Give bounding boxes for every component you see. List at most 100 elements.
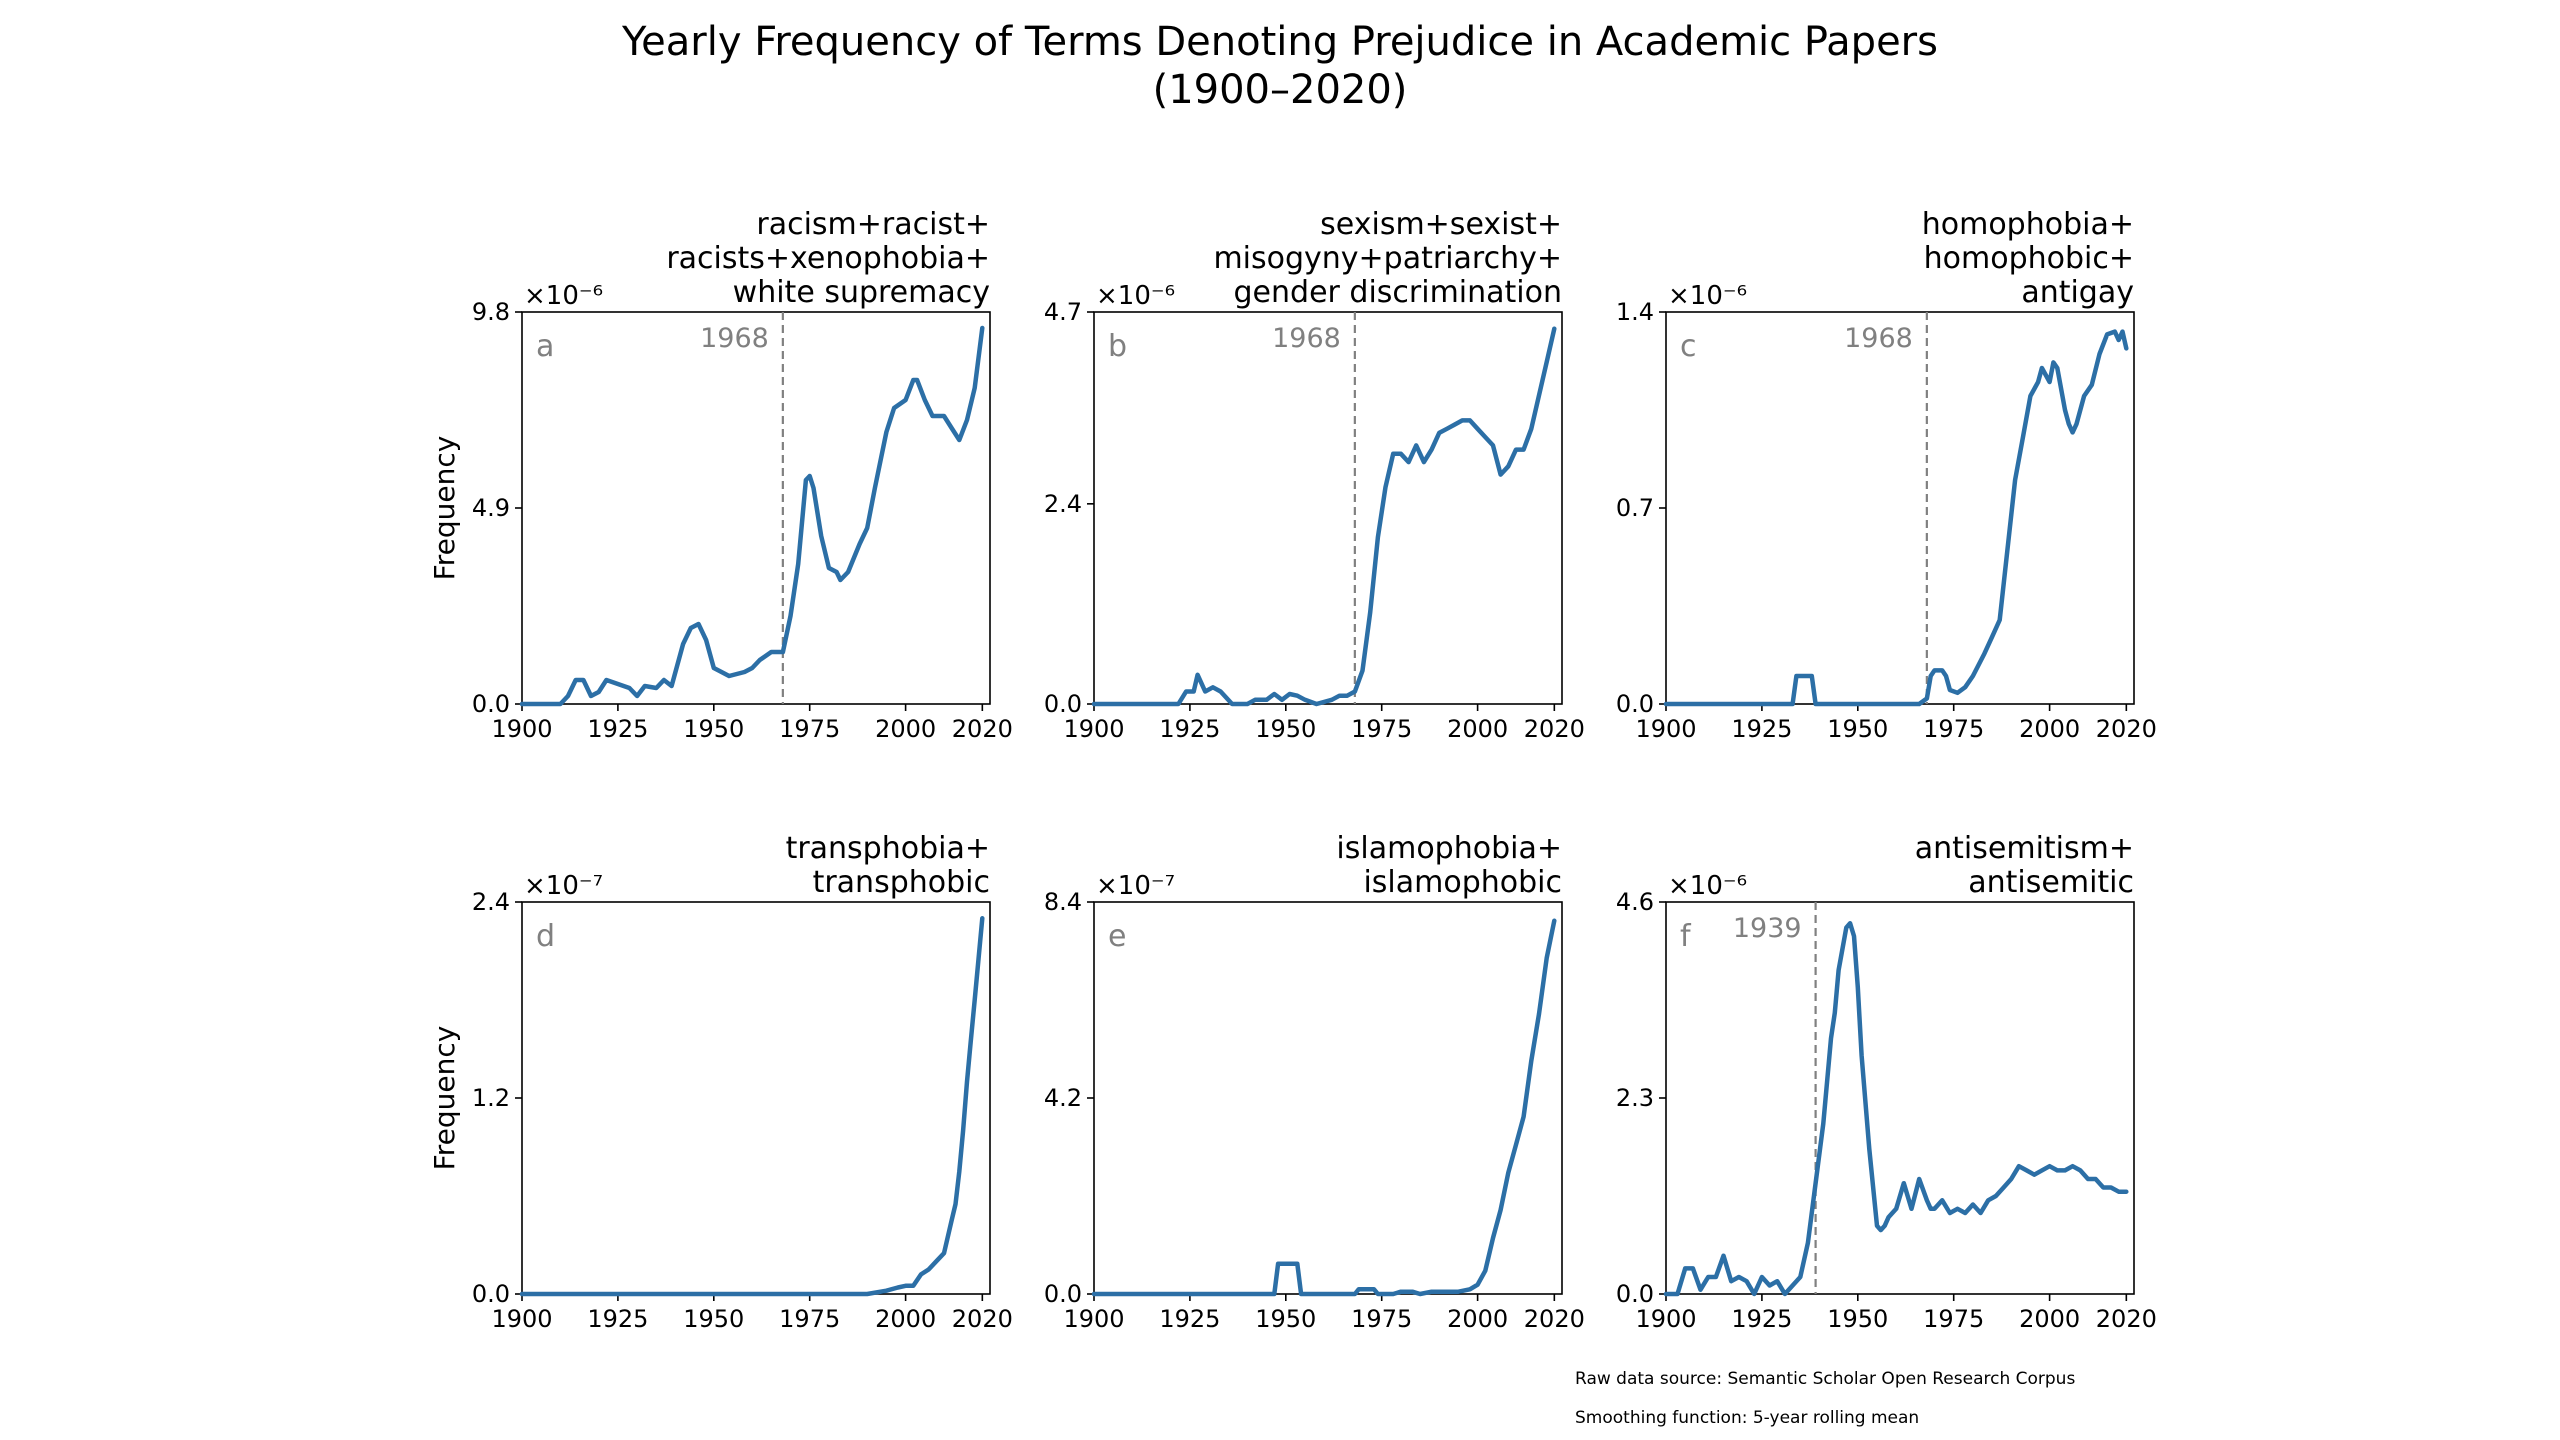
y-tick-label: 2.4 xyxy=(472,888,510,916)
y-offset-label: ×10⁻⁶ xyxy=(1096,281,1175,311)
y-tick-label: 4.9 xyxy=(472,494,510,522)
plot-frame xyxy=(521,311,991,705)
y-offset-label: ×10⁻⁷ xyxy=(1096,871,1175,901)
x-tick-label: 2020 xyxy=(2096,715,2157,743)
y-tick-label: 0.0 xyxy=(1616,690,1654,718)
y-tick-label: 0.0 xyxy=(1044,1280,1082,1308)
y-tick-label: 4.6 xyxy=(1616,888,1654,916)
panel-title-line: misogyny+patriarchy+ xyxy=(1213,241,1562,276)
panel-title-line: transphobic xyxy=(813,865,990,900)
panel-title-line: antisemitic xyxy=(1968,865,2134,900)
series-line xyxy=(1663,329,2129,707)
panel-title-line: racists+xenophobia+ xyxy=(666,241,990,276)
series-line xyxy=(1663,921,2129,1297)
y-tick-label: 0.0 xyxy=(1616,1280,1654,1308)
reference-line-label: 1968 xyxy=(1272,323,1341,354)
panel-letter: b xyxy=(1108,329,1127,364)
x-tick-label: 1900 xyxy=(1635,1305,1696,1333)
x-tick-label: 1900 xyxy=(1063,1305,1124,1333)
chart-panel-a: 1900 1925 1950 1975 2000 2020 0.0 4.9 9.8 ×10⁻⁶ Fr… xyxy=(428,207,1013,743)
chart-panel-b: 1900 1925 1950 1975 2000 2020 0.0 2.4 4.7 ×10⁻⁶ se… xyxy=(1044,207,1585,743)
panel-title-line: islamophobia+ xyxy=(1336,831,1562,866)
series-line xyxy=(519,916,985,1297)
panel-letter: e xyxy=(1108,919,1126,954)
panel-title-line: homophobic+ xyxy=(1924,241,2134,276)
y-axis-label: Frequency xyxy=(428,1026,461,1171)
chart-panel-f: 1900 1925 1950 1975 2000 2020 0.0 2.3 4.6 ×10⁻⁶ an… xyxy=(1616,831,2157,1333)
x-tick-label: 2000 xyxy=(875,715,936,743)
x-tick-label: 1925 xyxy=(1159,715,1220,743)
panel-title-line: white supremacy xyxy=(733,275,990,310)
panel-title-line: sexism+sexist+ xyxy=(1320,207,1562,242)
panel-title-line: racism+racist+ xyxy=(756,207,990,242)
y-tick-label: 1.4 xyxy=(1616,298,1654,326)
x-tick-label: 1900 xyxy=(1635,715,1696,743)
x-tick-label: 2000 xyxy=(2019,1305,2080,1333)
chart-panel-e: 1900 1925 1950 1975 2000 2020 0.0 4.2 8.4 ×10⁻⁷ is… xyxy=(1044,831,1585,1333)
panel-title-line: islamophobic xyxy=(1363,865,1562,900)
x-tick-label: 1975 xyxy=(779,1305,840,1333)
y-offset-label: ×10⁻⁶ xyxy=(1668,871,1747,901)
x-tick-label: 2020 xyxy=(2096,1305,2157,1333)
x-tick-label: 2000 xyxy=(875,1305,936,1333)
data-source-note: Raw data source: Semantic Scholar Open R… xyxy=(1575,1369,2076,1389)
reference-line-label: 1968 xyxy=(1844,323,1913,354)
y-tick-label: 4.2 xyxy=(1044,1084,1082,1112)
x-tick-label: 1900 xyxy=(491,1305,552,1333)
y-tick-label: 9.8 xyxy=(472,298,510,326)
x-tick-label: 1925 xyxy=(1731,715,1792,743)
x-tick-label: 2020 xyxy=(1524,715,1585,743)
x-tick-label: 2000 xyxy=(1447,1305,1508,1333)
series-line xyxy=(519,325,985,707)
x-tick-label: 1975 xyxy=(1351,715,1412,743)
x-tick-label: 2000 xyxy=(2019,715,2080,743)
y-offset-label: ×10⁻⁷ xyxy=(524,871,603,901)
x-tick-label: 1925 xyxy=(587,715,648,743)
y-offset-label: ×10⁻⁶ xyxy=(524,281,603,311)
x-tick-label: 2000 xyxy=(1447,715,1508,743)
panel-title-line: antigay xyxy=(2021,275,2134,310)
y-offset-label: ×10⁻⁶ xyxy=(1668,281,1747,311)
x-tick-label: 2020 xyxy=(952,715,1013,743)
y-tick-label: 0.0 xyxy=(472,1280,510,1308)
y-tick-label: 0.0 xyxy=(1044,690,1082,718)
plot-frame xyxy=(1093,311,1563,705)
y-tick-label: 0.0 xyxy=(472,690,510,718)
x-tick-label: 1950 xyxy=(1255,715,1316,743)
y-tick-label: 8.4 xyxy=(1044,888,1082,916)
x-tick-label: 1925 xyxy=(1731,1305,1792,1333)
y-tick-label: 4.7 xyxy=(1044,298,1082,326)
panel-title-line: transphobia+ xyxy=(786,831,990,866)
y-tick-label: 1.2 xyxy=(472,1084,510,1112)
panel-letter: a xyxy=(536,329,554,364)
y-tick-label: 0.7 xyxy=(1616,494,1654,522)
chart-panel-c: 1900 1925 1950 1975 2000 2020 0.0 0.7 1.4 ×10⁻⁶ ho… xyxy=(1616,207,2157,743)
panel-letter: f xyxy=(1680,919,1692,954)
x-tick-label: 1950 xyxy=(1827,715,1888,743)
panel-letter: d xyxy=(536,919,555,954)
series-line xyxy=(1091,326,1557,707)
x-tick-label: 1975 xyxy=(1923,1305,1984,1333)
panel-letter: c xyxy=(1680,329,1697,364)
panel-title-line: gender discrimination xyxy=(1234,275,1562,310)
x-tick-label: 1975 xyxy=(1923,715,1984,743)
y-tick-label: 2.3 xyxy=(1616,1084,1654,1112)
x-tick-label: 1925 xyxy=(1159,1305,1220,1333)
figure-title: Yearly Frequency of Terms Denoting Preju… xyxy=(0,18,2560,114)
y-axis-label: Frequency xyxy=(428,436,461,581)
figure-title-line-2: (1900–2020) xyxy=(1152,67,1408,113)
reference-line-label: 1939 xyxy=(1733,913,1802,944)
x-tick-label: 1950 xyxy=(1255,1305,1316,1333)
y-tick-label: 2.4 xyxy=(1044,490,1082,518)
x-tick-label: 1925 xyxy=(587,1305,648,1333)
figure-title-line-1: Yearly Frequency of Terms Denoting Preju… xyxy=(622,19,1938,65)
plot-frame xyxy=(1665,901,2135,1295)
x-tick-label: 1900 xyxy=(1063,715,1124,743)
reference-line-label: 1968 xyxy=(700,323,769,354)
x-tick-label: 1975 xyxy=(779,715,840,743)
x-tick-label: 2020 xyxy=(1524,1305,1585,1333)
x-tick-label: 1900 xyxy=(491,715,552,743)
x-tick-label: 2020 xyxy=(952,1305,1013,1333)
smoothing-note: Smoothing function: 5-year rolling mean xyxy=(1575,1408,1920,1428)
